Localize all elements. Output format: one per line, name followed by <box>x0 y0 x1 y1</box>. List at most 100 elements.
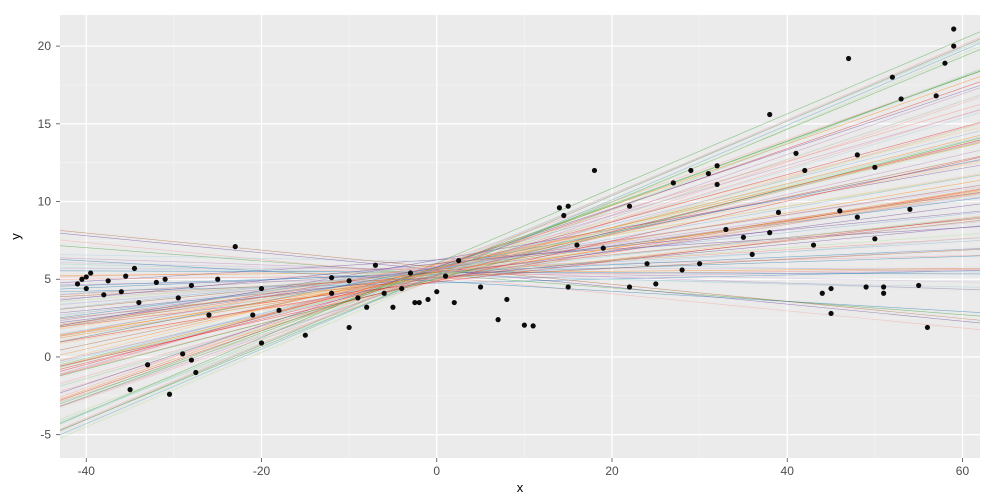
data-point <box>837 208 842 213</box>
data-point <box>531 323 536 328</box>
x-tick-label: -40 <box>78 464 96 478</box>
data-point <box>364 305 369 310</box>
data-point <box>132 266 137 271</box>
data-point <box>106 278 111 283</box>
data-point <box>855 214 860 219</box>
data-point <box>522 323 527 328</box>
data-point <box>557 205 562 210</box>
data-point <box>79 277 84 282</box>
data-point <box>574 242 579 247</box>
data-point <box>189 357 194 362</box>
x-tick-label: 20 <box>605 464 619 478</box>
data-point <box>863 284 868 289</box>
x-tick-label: 0 <box>433 464 440 478</box>
data-point <box>776 210 781 215</box>
y-tick-label: -5 <box>40 428 51 442</box>
x-axis-label: x <box>517 480 524 495</box>
data-point <box>627 204 632 209</box>
data-point <box>425 297 430 302</box>
data-point <box>443 274 448 279</box>
data-point <box>180 351 185 356</box>
data-point <box>189 283 194 288</box>
data-point <box>75 281 80 286</box>
data-point <box>767 230 772 235</box>
data-point <box>653 281 658 286</box>
data-point <box>504 297 509 302</box>
data-point <box>942 61 947 66</box>
data-point <box>828 311 833 316</box>
data-point <box>127 387 132 392</box>
data-point <box>890 75 895 80</box>
data-point <box>329 291 334 296</box>
data-point <box>688 168 693 173</box>
y-tick-label: 10 <box>38 195 52 209</box>
data-point <box>259 340 264 345</box>
data-point <box>951 43 956 48</box>
data-point <box>767 112 772 117</box>
x-tick-label: 40 <box>781 464 795 478</box>
data-point <box>417 300 422 305</box>
data-point <box>627 284 632 289</box>
data-point <box>566 284 571 289</box>
data-point <box>478 284 483 289</box>
data-point <box>154 280 159 285</box>
y-axis-label: y <box>8 233 23 240</box>
data-point <box>206 312 211 317</box>
data-point <box>145 362 150 367</box>
data-point <box>561 213 566 218</box>
data-point <box>250 312 255 317</box>
data-point <box>881 291 886 296</box>
data-point <box>163 277 168 282</box>
data-point <box>802 168 807 173</box>
data-point <box>382 291 387 296</box>
data-point <box>872 165 877 170</box>
data-point <box>347 325 352 330</box>
data-point <box>855 152 860 157</box>
data-point <box>671 180 676 185</box>
y-tick-label: 20 <box>38 39 52 53</box>
data-point <box>373 263 378 268</box>
data-point <box>88 270 93 275</box>
chart-svg: -40-200204060-505101520xy <box>0 0 1000 500</box>
data-point <box>601 246 606 251</box>
data-point <box>276 308 281 313</box>
data-point <box>136 300 141 305</box>
data-point <box>495 317 500 322</box>
data-point <box>951 26 956 31</box>
data-point <box>566 204 571 209</box>
data-point <box>706 171 711 176</box>
data-point <box>697 261 702 266</box>
data-point <box>644 261 649 266</box>
x-tick-label: 60 <box>956 464 970 478</box>
data-point <box>750 252 755 257</box>
y-tick-label: 15 <box>38 117 52 131</box>
data-point <box>793 151 798 156</box>
scatter-plot-panel: -40-200204060-505101520xy <box>0 0 1000 500</box>
data-point <box>101 292 106 297</box>
y-tick-label: 0 <box>44 350 51 364</box>
data-point <box>456 258 461 263</box>
data-point <box>899 96 904 101</box>
data-point <box>741 235 746 240</box>
data-point <box>119 289 124 294</box>
data-point <box>907 207 912 212</box>
data-point <box>916 283 921 288</box>
data-point <box>592 168 597 173</box>
data-point <box>355 295 360 300</box>
data-point <box>934 93 939 98</box>
data-point <box>811 242 816 247</box>
data-point <box>872 236 877 241</box>
data-point <box>399 286 404 291</box>
data-point <box>193 370 198 375</box>
data-point <box>828 286 833 291</box>
data-point <box>820 291 825 296</box>
x-tick-label: -20 <box>253 464 271 478</box>
data-point <box>233 244 238 249</box>
data-point <box>176 295 181 300</box>
data-point <box>723 227 728 232</box>
data-point <box>329 275 334 280</box>
data-point <box>259 286 264 291</box>
data-point <box>123 274 128 279</box>
data-point <box>408 270 413 275</box>
data-point <box>925 325 930 330</box>
